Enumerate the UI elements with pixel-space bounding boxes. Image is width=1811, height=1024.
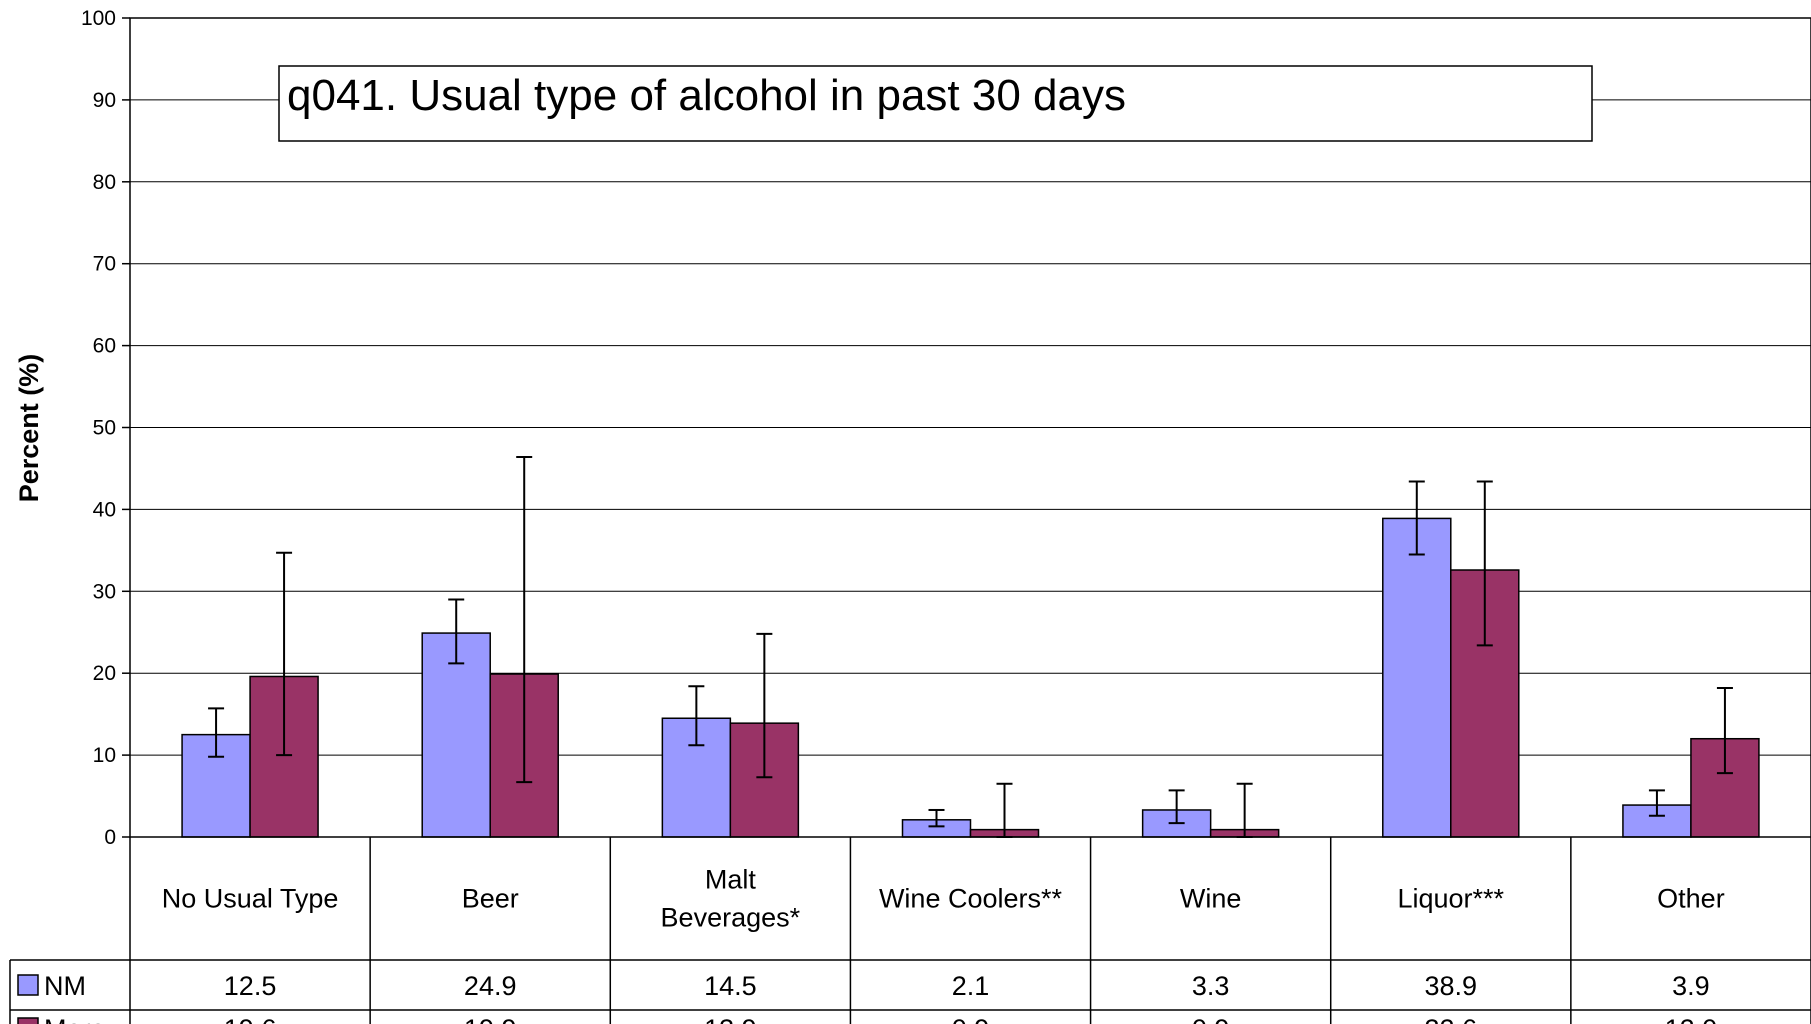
error-bar-nm-1 [448, 598, 465, 665]
y-axis-label: Percent (%) [14, 354, 44, 503]
category-label-5: Liquor*** [1397, 884, 1504, 914]
category-label-1: Beer [462, 884, 519, 914]
legend-key-nm [17, 974, 39, 996]
data-table: No Usual Type Beer Malt Beverages* Wine Cool… [9, 837, 1811, 1024]
data-label-mora-2: 13.9 [704, 1014, 757, 1024]
category-label-line: Beer [462, 884, 519, 914]
plot-area-border [129, 17, 1811, 838]
y-tick-label-10: 10 [93, 744, 116, 767]
data-label-nm-3: 2.1 [952, 971, 990, 1001]
data-label-mora-1: 19.9 [464, 1014, 517, 1024]
error-bar-mora-0 [276, 551, 293, 757]
category-label-line: No Usual Type [162, 884, 339, 914]
error-bars [208, 455, 1733, 838]
legend-label-mora: Mora [44, 1014, 106, 1024]
error-bar-nm-3 [928, 808, 945, 828]
y-axis-ticks: 0 10 20 30 40 50 60 70 80 90 100 [81, 7, 130, 849]
category-label-line: Wine [1180, 884, 1242, 914]
y-tick-label-90: 90 [93, 89, 116, 112]
y-tick-label-100: 100 [81, 7, 116, 30]
legend-label-nm: NM [44, 971, 86, 1001]
data-label-mora-6: 12.0 [1665, 1014, 1718, 1024]
data-label-mora-4: 0.9 [1192, 1014, 1230, 1024]
category-label-2: Malt Beverages* [661, 865, 801, 933]
bar-nm-5 [1382, 517, 1452, 838]
y-tick-label-60: 60 [93, 335, 116, 358]
y-tick-label-20: 20 [93, 662, 116, 685]
data-label-mora-0: 19.6 [224, 1014, 277, 1024]
data-label-nm-0: 12.5 [224, 971, 277, 1001]
chart-title-box: q041. Usual type of alcohol in past 30 d… [278, 65, 1593, 142]
data-label-mora-5: 32.6 [1425, 1014, 1478, 1024]
y-tick-label-40: 40 [93, 498, 116, 521]
category-label-line: Other [1657, 884, 1725, 914]
y-tick-label-0: 0 [104, 826, 116, 849]
data-label-nm-2: 14.5 [704, 971, 757, 1001]
error-bar-mora-1 [516, 455, 533, 784]
error-bar-mora-6 [1716, 686, 1733, 775]
data-label-nm-1: 24.9 [464, 971, 517, 1001]
error-bar-nm-4 [1168, 789, 1185, 825]
error-bar-nm-5 [1408, 480, 1425, 556]
error-bar-mora-2 [756, 632, 773, 779]
category-label-line: Beverages* [661, 903, 801, 933]
y-tick-label-50: 50 [93, 417, 116, 440]
error-bar-nm-0 [208, 707, 225, 758]
chart-title: q041. Usual type of alcohol in past 30 d… [287, 71, 1126, 120]
data-label-nm-5: 38.9 [1425, 971, 1478, 1001]
category-label-line: Malt [705, 865, 757, 895]
category-label-line: Liquor*** [1397, 884, 1504, 914]
error-bar-nm-2 [688, 685, 705, 747]
category-label-4: Wine [1180, 884, 1242, 914]
legend-key-mora [17, 1017, 39, 1024]
data-label-nm-4: 3.3 [1192, 971, 1230, 1001]
category-label-3: Wine Coolers** [879, 884, 1063, 914]
bars [181, 517, 1760, 838]
error-bar-nm-6 [1648, 789, 1665, 817]
y-tick-label-70: 70 [93, 253, 116, 276]
y-tick-label-80: 80 [93, 171, 116, 194]
category-label-0: No Usual Type [162, 884, 339, 914]
category-label-line: Wine Coolers** [879, 884, 1063, 914]
data-label-nm-6: 3.9 [1672, 971, 1710, 1001]
data-label-mora-3: 0.9 [952, 1014, 990, 1024]
category-label-6: Other [1657, 884, 1725, 914]
y-tick-label-30: 30 [93, 580, 116, 603]
error-bar-mora-5 [1476, 480, 1493, 647]
